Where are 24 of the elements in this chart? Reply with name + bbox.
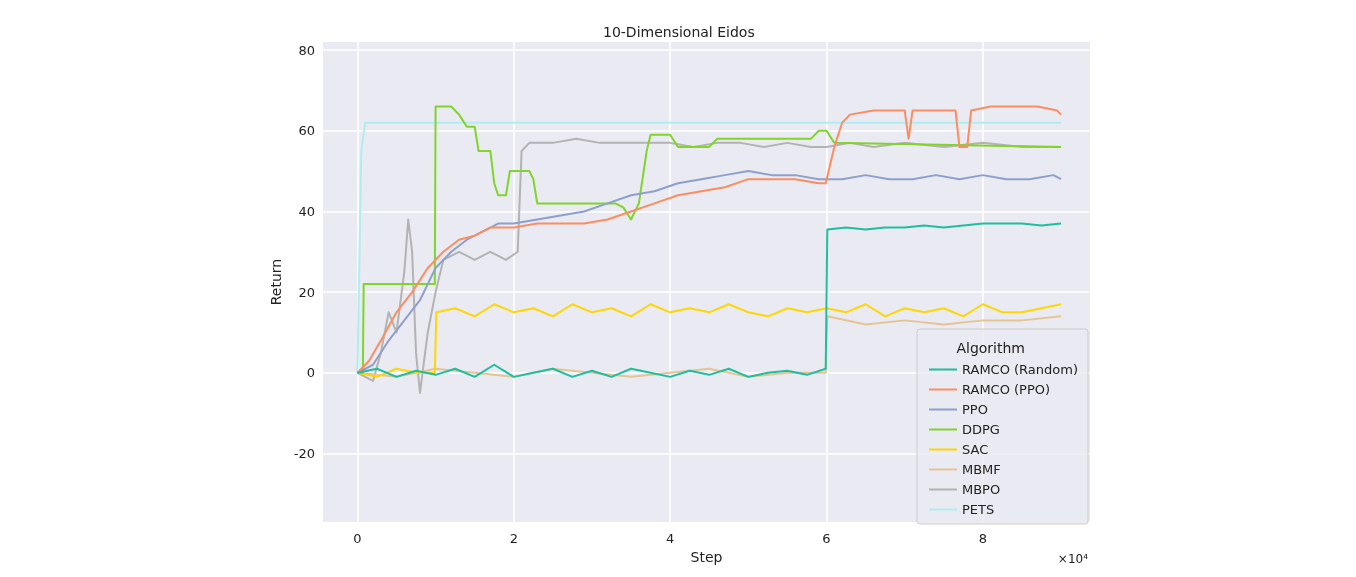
y-tick-label: -20 <box>293 446 315 462</box>
legend-label: RAMCO (Random) <box>961 362 1079 377</box>
legend-label: MBPO <box>961 482 1001 497</box>
y-tick-label: 0 <box>306 365 315 381</box>
y-tick-label: 80 <box>298 42 315 58</box>
chart-title: 10-Dimensional Eidos <box>603 24 755 40</box>
legend-label: DDPG <box>961 422 1000 437</box>
legend-label: RAMCO (PPO) <box>961 382 1051 397</box>
x-tick-label: 6 <box>822 531 831 547</box>
x-tick-label: 0 <box>353 531 362 547</box>
x-axis-title: Step <box>690 549 723 565</box>
legend-label: PETS <box>961 502 995 517</box>
legend-label: SAC <box>961 442 989 457</box>
legend-label: MBMF <box>961 462 1001 477</box>
x-tick-label: 8 <box>978 531 988 547</box>
legend-label: PPO <box>961 402 988 417</box>
y-tick-label: 40 <box>298 203 315 219</box>
y-tick-label: 20 <box>298 284 315 300</box>
y-axis-title: Return <box>267 258 284 306</box>
legend-title: Algorithm <box>956 340 1026 356</box>
y-tick-label: 60 <box>298 123 315 139</box>
x-tick-label: 2 <box>509 531 518 547</box>
text: ×10⁴ <box>1057 552 1089 566</box>
x-tick-label: 4 <box>666 531 675 547</box>
